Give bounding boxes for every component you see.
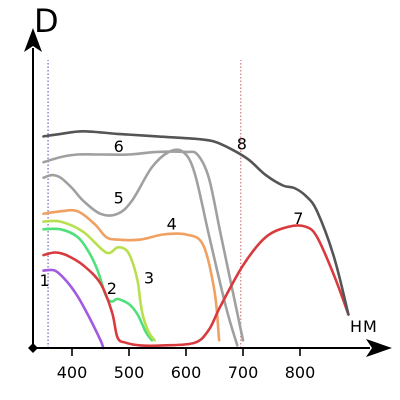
y-axis-arrow xyxy=(24,28,42,52)
curve-label-7: 7 xyxy=(293,209,303,228)
curve-label-8: 8 xyxy=(237,134,247,153)
reference-lines xyxy=(47,60,242,348)
curve-label-6: 6 xyxy=(114,137,124,156)
curve-6 xyxy=(42,150,245,342)
curve-label-4: 4 xyxy=(167,214,177,233)
x-axis-unit: НМ xyxy=(350,317,378,336)
curve-labels: 1 2 3 4 5 6 7 8 xyxy=(40,134,304,297)
x-tick-label-600: 600 xyxy=(171,363,202,382)
curve-3 xyxy=(42,219,156,342)
origin-marker xyxy=(28,343,38,353)
x-tick-label-800: 800 xyxy=(285,363,316,382)
y-axis-title: D xyxy=(34,2,59,40)
x-tick-label-400: 400 xyxy=(57,363,88,382)
curve-8 xyxy=(42,130,350,316)
curve-label-3: 3 xyxy=(144,269,154,288)
x-tick-label-700: 700 xyxy=(228,363,259,382)
x-tick-label-500: 500 xyxy=(114,363,145,382)
x-axis-arrow xyxy=(366,339,392,357)
curve-5 xyxy=(42,148,239,347)
curve-1 xyxy=(42,268,105,350)
curves xyxy=(42,130,350,350)
curve-4 xyxy=(42,208,221,342)
curve-label-5: 5 xyxy=(114,189,124,208)
curve-label-2: 2 xyxy=(107,279,117,298)
curve-7 xyxy=(42,224,350,348)
curve-label-1: 1 xyxy=(40,271,50,290)
x-ticks: 400 500 600 700 800 xyxy=(57,348,316,382)
